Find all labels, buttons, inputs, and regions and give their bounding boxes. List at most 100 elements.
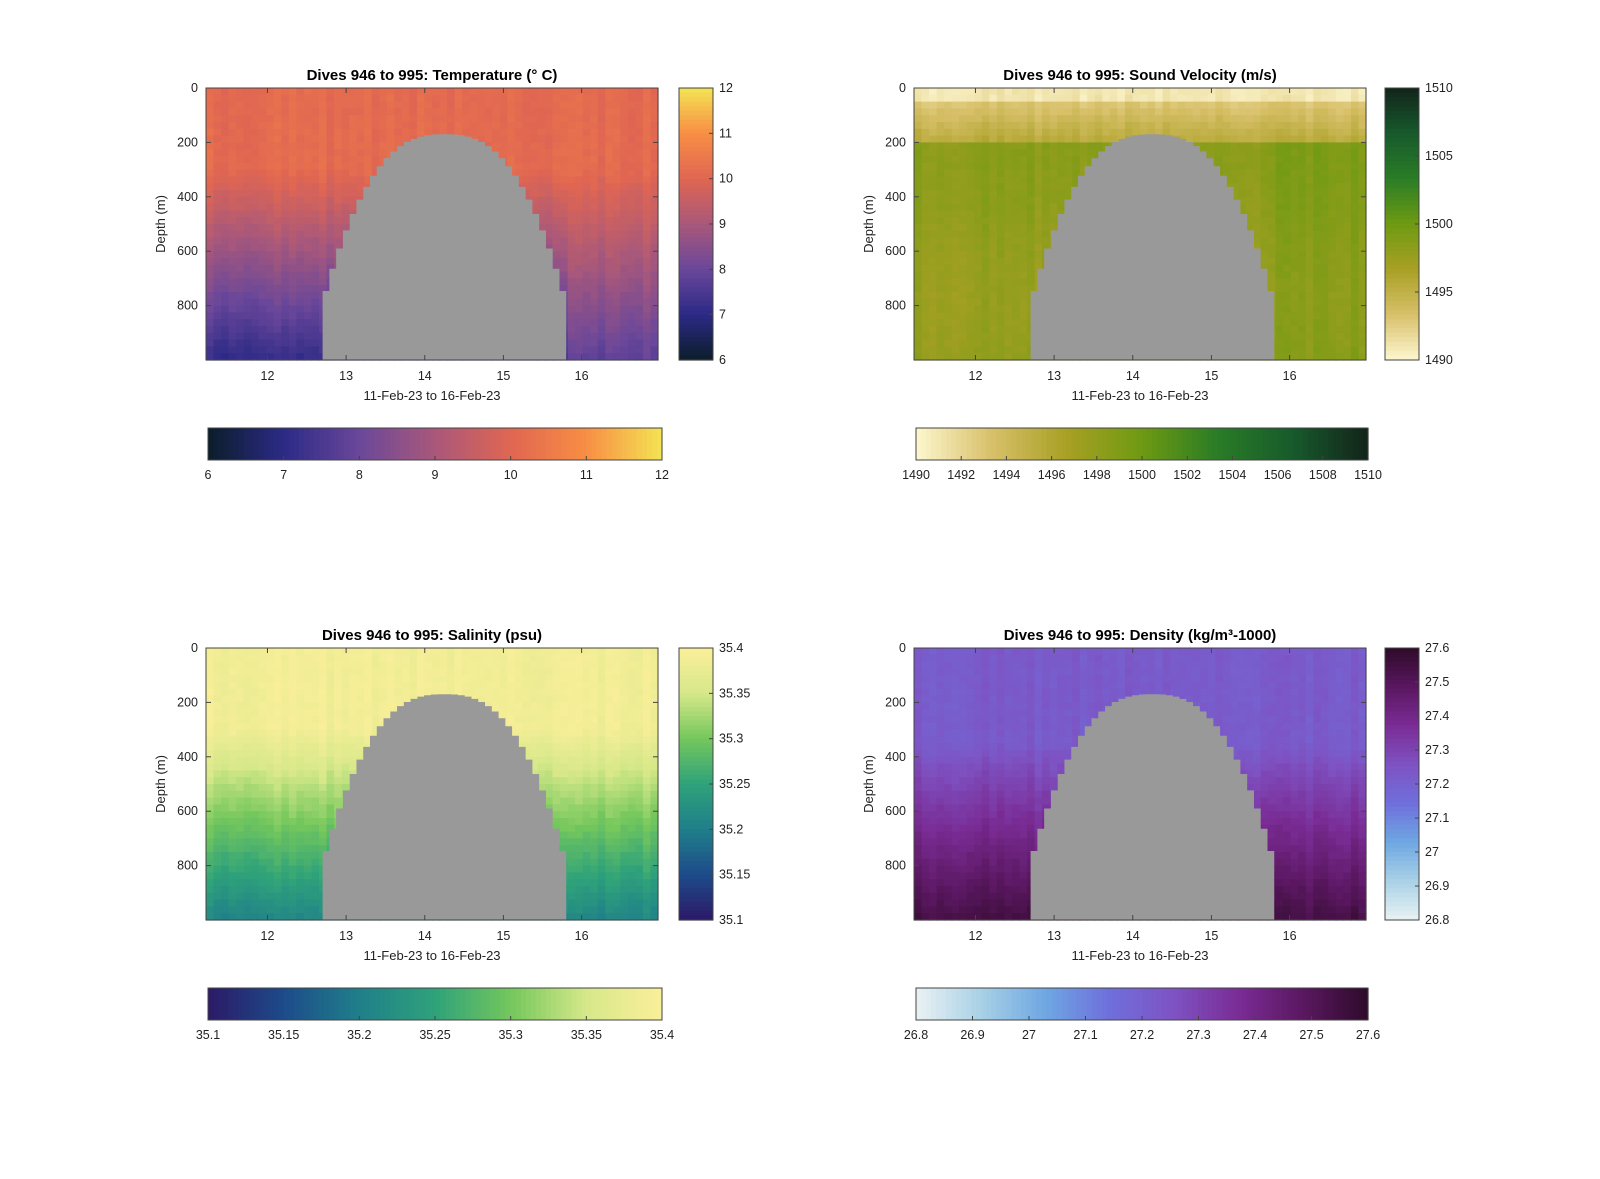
heatmap-cell	[1004, 353, 1013, 361]
heatmap-cell	[1034, 203, 1043, 211]
heatmap-cell	[1011, 94, 1021, 103]
heatmap-cell	[1034, 230, 1043, 239]
heatmap-cell	[575, 88, 584, 96]
heatmap-cell	[394, 135, 403, 143]
heatmap-cell	[650, 149, 659, 157]
heatmap-cell	[213, 169, 222, 177]
heatmap-cell	[1320, 190, 1329, 198]
heatmap-cell	[929, 271, 938, 279]
heatmap-cell	[1358, 190, 1367, 198]
heatmap-cell	[582, 264, 591, 273]
heatmap-cell	[221, 305, 230, 313]
colorbar-segment	[679, 137, 713, 143]
heatmap-cell	[281, 94, 290, 103]
heatmap-cell	[386, 122, 395, 130]
heatmap-cell	[409, 101, 418, 109]
plot-title: Dives 946 to 995: Sound Velocity (m/s)	[1003, 67, 1276, 84]
heatmap-cell	[311, 285, 320, 293]
colorbar-segment	[500, 428, 507, 460]
heatmap-cell	[1019, 292, 1028, 300]
heatmap-cell	[959, 183, 968, 191]
heatmap-cell	[974, 326, 983, 334]
heatmap-cell	[1268, 142, 1277, 150]
heatmap-cell	[499, 142, 508, 150]
heatmap-cell	[251, 353, 260, 361]
heatmap-cell	[974, 203, 983, 211]
heatmap-cell	[914, 122, 923, 130]
heatmap-cell	[537, 224, 546, 232]
heatmap-cell	[266, 183, 275, 191]
heatmap-cell	[1343, 237, 1352, 245]
heatmap-cell	[1298, 162, 1307, 171]
heatmap-cell	[921, 292, 930, 300]
heatmap-cell	[258, 203, 267, 211]
heatmap-cell	[311, 244, 320, 252]
heatmap-cell	[1290, 264, 1299, 273]
heatmap-cell	[1237, 190, 1247, 198]
heatmap-cell	[936, 101, 945, 109]
heatmap-cell	[1343, 230, 1352, 239]
heatmap-cell	[522, 190, 531, 198]
heatmap-cell	[273, 183, 282, 191]
heatmap-cell	[243, 258, 252, 266]
heatmap-cell	[642, 264, 652, 273]
heatmap-cell	[951, 149, 960, 157]
heatmap-cell	[974, 115, 983, 123]
heatmap-cell	[1147, 122, 1156, 130]
x-tick-label: 12	[261, 369, 275, 383]
heatmap-cell	[567, 115, 576, 123]
heatmap-cell	[1260, 217, 1269, 225]
heatmap-cell	[288, 94, 297, 103]
heatmap-cell	[236, 196, 245, 205]
heatmap-cell	[921, 224, 930, 232]
heatmap-cell	[1320, 156, 1329, 164]
heatmap-cell	[288, 332, 297, 341]
heatmap-cell	[1079, 156, 1088, 164]
heatmap-cell	[273, 101, 282, 109]
heatmap-cell	[1305, 156, 1314, 164]
heatmap-cell	[251, 88, 260, 96]
heatmap-cell	[537, 217, 546, 225]
heatmap-cell	[514, 128, 523, 137]
heatmap-cell	[1305, 305, 1314, 313]
heatmap-cell	[326, 176, 335, 184]
heatmap-cell	[989, 224, 998, 232]
colorbar-segment	[601, 428, 608, 460]
heatmap-cell	[1320, 210, 1329, 218]
heatmap-cell	[213, 203, 222, 211]
heatmap-cell	[966, 203, 975, 211]
heatmap-cell	[597, 108, 606, 116]
heatmap-cell	[394, 122, 403, 130]
heatmap-cell	[1019, 169, 1028, 177]
heatmap-cell	[635, 271, 644, 279]
heatmap-cell	[356, 108, 365, 116]
colorbar-segment	[424, 428, 431, 460]
colorbar-segment	[679, 101, 713, 107]
heatmap-cell	[1109, 135, 1118, 143]
heatmap-cell	[951, 237, 960, 245]
colorbar-segment	[313, 428, 320, 460]
heatmap-cell	[635, 149, 644, 157]
heatmap-cell	[605, 203, 614, 211]
heatmap-cell	[477, 122, 486, 130]
heatmap-cell	[620, 298, 629, 307]
heatmap-cell	[243, 224, 252, 232]
heatmap-cell	[929, 224, 938, 232]
heatmap-cell	[1253, 237, 1262, 245]
heatmap-cell	[258, 251, 267, 259]
heatmap-cell	[243, 244, 252, 252]
heatmap-cell	[537, 108, 546, 116]
heatmap-cell	[1328, 169, 1337, 177]
heatmap-cell	[575, 128, 584, 137]
heatmap-cell	[1027, 203, 1036, 211]
heatmap-cell	[597, 339, 606, 347]
heatmap-cell	[228, 176, 237, 184]
heatmap-cell	[1343, 285, 1352, 293]
heatmap-cell	[492, 88, 501, 96]
heatmap-cell	[936, 332, 945, 341]
heatmap-cell	[1260, 230, 1269, 239]
heatmap-cell	[642, 224, 652, 232]
heatmap-cell	[612, 217, 621, 225]
heatmap-cell	[620, 149, 629, 157]
heatmap-cell	[1049, 108, 1058, 116]
